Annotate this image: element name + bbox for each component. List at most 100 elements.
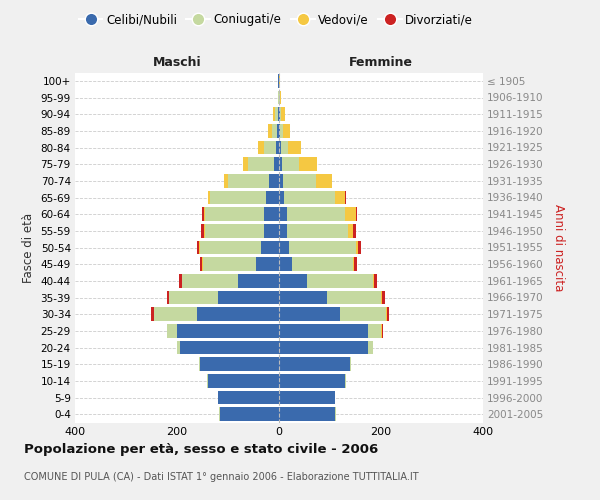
Bar bbox=[281, 140, 288, 154]
Bar bbox=[279, 140, 281, 154]
Bar bbox=[244, 158, 248, 171]
Bar bbox=[204, 224, 205, 237]
Bar bbox=[356, 240, 358, 254]
Bar bbox=[356, 208, 357, 221]
Bar bbox=[280, 108, 281, 121]
Bar bbox=[208, 190, 210, 204]
Bar bbox=[382, 290, 385, 304]
Bar bbox=[264, 224, 279, 237]
Bar bbox=[264, 140, 277, 154]
Bar bbox=[200, 358, 279, 371]
Text: Maschi: Maschi bbox=[152, 56, 202, 69]
Bar bbox=[279, 224, 287, 237]
Bar bbox=[208, 374, 279, 388]
Bar bbox=[288, 140, 301, 154]
Bar bbox=[279, 308, 340, 321]
Bar bbox=[279, 258, 292, 271]
Bar bbox=[220, 408, 279, 421]
Bar bbox=[151, 308, 154, 321]
Legend: Celibi/Nubili, Coniugati/e, Vedovi/e, Divorziati/e: Celibi/Nubili, Coniugati/e, Vedovi/e, Di… bbox=[74, 8, 478, 31]
Bar bbox=[218, 290, 279, 304]
Bar bbox=[277, 124, 279, 138]
Bar bbox=[287, 224, 348, 237]
Bar bbox=[274, 158, 279, 171]
Bar bbox=[167, 324, 177, 338]
Bar bbox=[248, 158, 274, 171]
Bar bbox=[387, 308, 389, 321]
Bar bbox=[278, 108, 279, 121]
Bar bbox=[348, 224, 353, 237]
Bar bbox=[279, 208, 287, 221]
Bar bbox=[266, 190, 279, 204]
Bar bbox=[346, 208, 356, 221]
Bar bbox=[328, 290, 381, 304]
Bar bbox=[200, 240, 261, 254]
Bar bbox=[358, 240, 361, 254]
Bar bbox=[203, 258, 256, 271]
Bar bbox=[205, 208, 264, 221]
Bar bbox=[307, 274, 373, 287]
Bar bbox=[274, 108, 275, 121]
Bar bbox=[218, 390, 279, 404]
Bar bbox=[179, 340, 279, 354]
Bar bbox=[154, 308, 197, 321]
Bar bbox=[355, 258, 356, 271]
Bar bbox=[279, 124, 280, 138]
Bar bbox=[167, 290, 169, 304]
Y-axis label: Anni di nascita: Anni di nascita bbox=[552, 204, 565, 291]
Bar bbox=[316, 174, 332, 188]
Bar bbox=[205, 224, 264, 237]
Bar bbox=[280, 124, 283, 138]
Bar bbox=[210, 190, 266, 204]
Bar bbox=[353, 258, 355, 271]
Text: Femmine: Femmine bbox=[349, 56, 413, 69]
Bar bbox=[382, 324, 383, 338]
Bar bbox=[340, 308, 386, 321]
Bar bbox=[203, 208, 205, 221]
Bar bbox=[279, 340, 368, 354]
Bar bbox=[373, 274, 374, 287]
Bar bbox=[182, 274, 238, 287]
Bar bbox=[279, 374, 346, 388]
Bar bbox=[279, 190, 284, 204]
Bar bbox=[224, 174, 228, 188]
Bar bbox=[279, 240, 289, 254]
Bar bbox=[335, 190, 346, 204]
Bar bbox=[279, 324, 368, 338]
Bar bbox=[279, 158, 281, 171]
Bar bbox=[281, 108, 285, 121]
Bar bbox=[279, 358, 350, 371]
Bar bbox=[280, 90, 281, 104]
Bar bbox=[283, 124, 290, 138]
Bar bbox=[281, 158, 299, 171]
Bar bbox=[197, 308, 279, 321]
Bar bbox=[279, 408, 335, 421]
Bar bbox=[292, 258, 353, 271]
Bar bbox=[169, 290, 218, 304]
Text: Popolazione per età, sesso e stato civile - 2006: Popolazione per età, sesso e stato civil… bbox=[24, 442, 378, 456]
Bar bbox=[179, 274, 182, 287]
Bar bbox=[177, 324, 279, 338]
Bar bbox=[283, 174, 316, 188]
Bar bbox=[238, 274, 279, 287]
Bar bbox=[287, 208, 346, 221]
Bar bbox=[272, 124, 277, 138]
Bar bbox=[279, 174, 283, 188]
Bar bbox=[289, 240, 356, 254]
Bar bbox=[299, 158, 317, 171]
Bar bbox=[228, 174, 269, 188]
Bar bbox=[199, 358, 200, 371]
Bar bbox=[197, 240, 199, 254]
Bar bbox=[353, 224, 356, 237]
Bar bbox=[269, 174, 279, 188]
Bar bbox=[202, 224, 204, 237]
Bar bbox=[386, 308, 387, 321]
Bar bbox=[279, 290, 328, 304]
Bar bbox=[264, 208, 279, 221]
Bar bbox=[177, 340, 179, 354]
Bar bbox=[200, 258, 202, 271]
Bar bbox=[279, 390, 335, 404]
Bar bbox=[374, 274, 377, 287]
Bar bbox=[275, 108, 278, 121]
Bar bbox=[368, 324, 381, 338]
